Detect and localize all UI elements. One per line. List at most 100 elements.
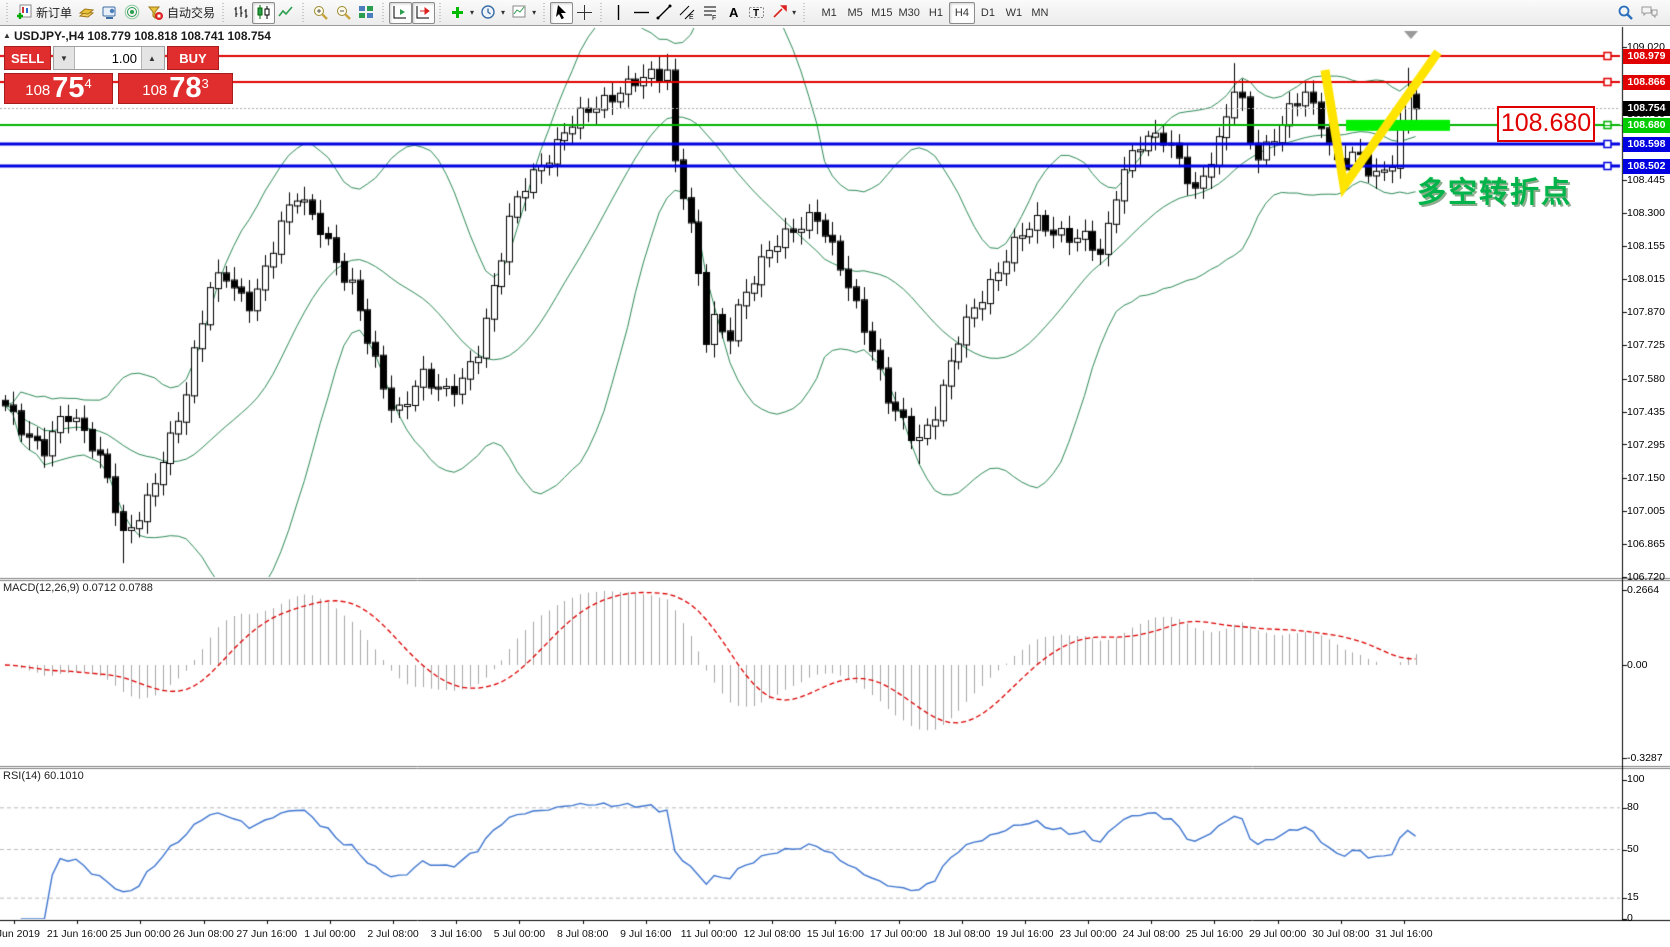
data-window-icon xyxy=(101,4,118,21)
line-chart-button[interactable] xyxy=(275,2,298,24)
svg-text:E: E xyxy=(689,14,694,21)
one-click-trading-panel: SELL ▼ ▲ BUY 108 75 4 108 78 3 xyxy=(4,46,234,104)
buy-button[interactable]: BUY xyxy=(167,46,219,70)
bar-chart-icon xyxy=(232,4,249,21)
turning-point-annotation[interactable]: 多空转折点 xyxy=(1417,177,1573,209)
volume-input[interactable] xyxy=(74,47,142,69)
templates-icon xyxy=(511,4,528,21)
autotrading-icon xyxy=(147,4,164,21)
autotrading-button[interactable]: 自动交易 xyxy=(144,2,218,24)
buy-price-point: 3 xyxy=(201,76,209,91)
timeframe-label: H1 xyxy=(928,6,943,19)
macd-indicator-label: MACD(12,26,9) 0.0712 0.0788 xyxy=(3,582,153,594)
indicators-icon xyxy=(449,4,466,21)
price-axis-tick: 107.150 xyxy=(1627,471,1665,484)
horizontal-line-button[interactable] xyxy=(630,2,653,24)
svg-text:A: A xyxy=(729,5,739,20)
price-level-label: 108.979 xyxy=(1623,48,1670,64)
signals-button[interactable] xyxy=(121,2,144,24)
time-axis-label: 26 Jun 08:00 xyxy=(173,928,234,940)
price-axis-tick: 107.435 xyxy=(1627,406,1665,419)
line-chart-icon xyxy=(278,4,295,21)
equidistant-channel-button[interactable]: E xyxy=(676,2,699,24)
cursor-button[interactable] xyxy=(550,1,574,24)
charts-button[interactable] xyxy=(75,2,98,24)
time-axis-label: 31 Jul 16:00 xyxy=(1375,928,1433,940)
toolbar: 新订单 自动交易 ▾ ▾ ▾ E F A T ▾ M1 M5 M15 M30 H1 H4 D1 W1 MN xyxy=(0,0,1670,26)
timeframe-m5-button[interactable]: M5 xyxy=(842,2,868,24)
collapse-chart-icon[interactable]: ▲ xyxy=(3,31,11,40)
dropdown-arrow-icon: ▾ xyxy=(532,8,537,17)
toolbar-grip xyxy=(598,2,606,23)
text-button[interactable]: A xyxy=(722,2,745,24)
price-axis-tick: 108.445 xyxy=(1627,173,1665,186)
vertical-line-button[interactable] xyxy=(607,2,630,24)
time-axis-label: 27 Jun 16:00 xyxy=(236,928,298,940)
timeframe-mn-button[interactable]: MN xyxy=(1027,2,1053,24)
timeframe-label: H4 xyxy=(954,6,969,19)
volume-increase-button[interactable]: ▲ xyxy=(142,47,162,69)
bar-chart-button[interactable] xyxy=(229,2,252,24)
chart-ohlc-values: 108.779 108.818 108.741 108.754 xyxy=(87,29,271,43)
rsi-axis-tick: 0 xyxy=(1627,912,1633,924)
indicators-button[interactable]: ▾ xyxy=(446,2,477,24)
price-level-label: 108.598 xyxy=(1623,136,1670,152)
time-axis-label: 11 Jul 00:00 xyxy=(680,928,738,940)
sell-button[interactable]: SELL xyxy=(4,46,51,70)
buy-price-pips: 78 xyxy=(169,72,202,104)
periods-button[interactable]: ▾ xyxy=(477,2,508,24)
time-axis-label: 12 Jul 08:00 xyxy=(743,928,801,940)
chart-symbol-period: USDJPY-,H4 xyxy=(14,29,85,43)
buy-price-display[interactable]: 108 78 3 xyxy=(118,73,233,104)
candlestick-button[interactable] xyxy=(252,1,276,24)
toolbar-grip xyxy=(220,2,228,23)
toolbar-grip xyxy=(4,2,11,23)
sell-price-display[interactable]: 108 75 4 xyxy=(4,73,113,104)
sell-price-pips: 75 xyxy=(52,72,85,104)
price-level-label: 108.866 xyxy=(1623,74,1670,90)
zoom-out-button[interactable] xyxy=(332,2,355,24)
arrows-button[interactable]: ▾ xyxy=(768,2,799,24)
chart-shift-button[interactable] xyxy=(412,1,436,24)
rsi-indicator-label: RSI(14) 60.1010 xyxy=(3,770,84,782)
price-axis-tick: 107.295 xyxy=(1627,438,1665,451)
tile-windows-button[interactable] xyxy=(355,2,378,24)
price-level-annotation[interactable]: 108.680 xyxy=(1497,106,1595,142)
periods-icon xyxy=(480,4,497,21)
text-label-button[interactable]: T xyxy=(745,2,768,24)
crosshair-button[interactable] xyxy=(573,2,596,24)
tile-windows-icon xyxy=(358,4,375,21)
signals-icon xyxy=(124,4,141,21)
time-axis-label: 1 Jul 00:00 xyxy=(304,928,356,940)
timeframe-m15-button[interactable]: M15 xyxy=(868,2,895,24)
zoom-in-button[interactable] xyxy=(309,2,332,24)
chart-title: USDJPY-,H4 108.779 108.818 108.741 108.7… xyxy=(14,29,271,43)
timeframe-d1-button[interactable]: D1 xyxy=(975,2,1001,24)
horizontal-line-icon xyxy=(633,4,650,21)
templates-button[interactable]: ▾ xyxy=(508,2,539,24)
timeframe-w1-button[interactable]: W1 xyxy=(1001,2,1027,24)
new-order-button-label: 新订单 xyxy=(36,6,73,20)
chat-button[interactable] xyxy=(1637,2,1662,24)
fibonacci-button[interactable]: F xyxy=(699,2,722,24)
timeframe-m1-button[interactable]: M1 xyxy=(816,2,842,24)
time-axis-label: 25 Jun 00:00 xyxy=(110,928,171,940)
trendline-button[interactable] xyxy=(653,2,676,24)
volume-decrease-button[interactable]: ▼ xyxy=(54,47,74,69)
search-button[interactable] xyxy=(1614,2,1637,24)
time-axis-label: 3 Jul 16:00 xyxy=(430,928,482,940)
timeframe-h1-button[interactable]: H1 xyxy=(923,2,949,24)
time-axis-label: 21 Jun 16:00 xyxy=(46,928,108,940)
svg-text:T: T xyxy=(753,8,759,19)
price-axis-tick: 108.015 xyxy=(1627,272,1665,285)
chat-icon xyxy=(1640,4,1659,21)
cursor-icon xyxy=(553,4,570,21)
data-window-button[interactable] xyxy=(98,2,121,24)
fibonacci-icon: F xyxy=(702,4,719,21)
new-order-button[interactable]: 新订单 xyxy=(13,2,75,24)
time-axis-label: 18 Jul 08:00 xyxy=(933,928,991,940)
timeframe-m30-button[interactable]: M30 xyxy=(896,2,923,24)
auto-scroll-button[interactable] xyxy=(389,1,413,24)
timeframe-h4-button[interactable]: H4 xyxy=(948,1,975,24)
